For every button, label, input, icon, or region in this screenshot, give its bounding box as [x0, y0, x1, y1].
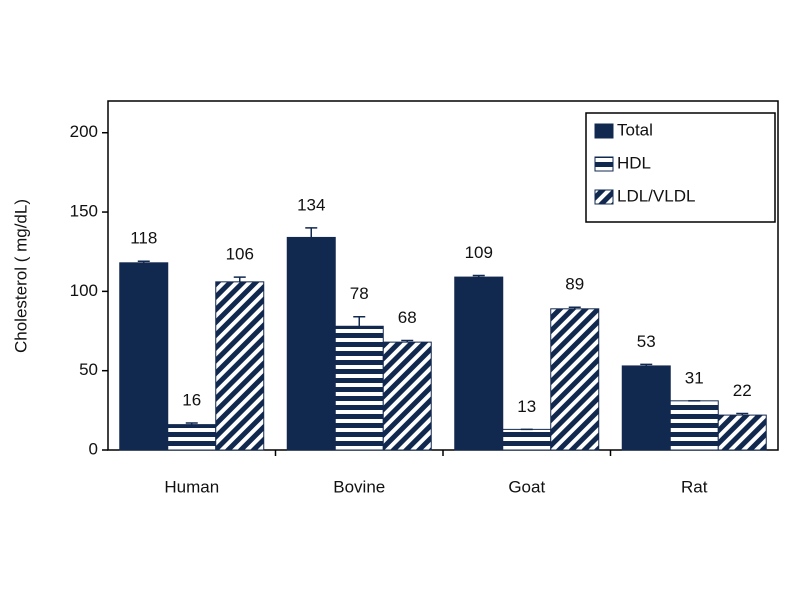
- y-tick-label: 150: [70, 202, 98, 221]
- y-axis-label: Cholesterol ( mg/dL): [11, 199, 30, 353]
- value-label: 22: [733, 381, 752, 400]
- value-label: 109: [465, 243, 493, 262]
- error-bar: [472, 274, 485, 278]
- value-label: 89: [565, 275, 584, 294]
- value-label: 118: [130, 229, 157, 248]
- value-label: 53: [637, 332, 656, 351]
- value-label: 16: [182, 391, 201, 410]
- error-bar: [305, 227, 318, 238]
- bar: [502, 428, 552, 451]
- value-label: 13: [517, 397, 536, 416]
- error-bar: [736, 412, 749, 416]
- bar: [334, 325, 384, 451]
- error-bar: [640, 363, 653, 366]
- bar: [167, 424, 217, 451]
- bar: [717, 414, 767, 451]
- legend-swatch: [594, 123, 614, 139]
- x-tick-label: Bovine: [333, 477, 385, 496]
- legend-swatch: [594, 156, 614, 172]
- bar: [382, 341, 432, 451]
- x-tick-label: Goat: [508, 477, 545, 496]
- bar: [669, 400, 719, 451]
- legend-swatch: [594, 189, 614, 205]
- error-bar: [185, 422, 198, 425]
- bar: [550, 308, 600, 451]
- value-label: 134: [297, 195, 325, 214]
- error-bar: [568, 306, 581, 309]
- bar: [215, 281, 265, 451]
- legend-label: Total: [617, 120, 653, 139]
- value-label: 78: [350, 284, 369, 303]
- legend-label: LDL/VLDL: [617, 186, 695, 205]
- x-tick-label: Human: [164, 477, 219, 496]
- error-bar: [353, 315, 366, 327]
- bar: [454, 276, 504, 451]
- legend-label: HDL: [617, 153, 651, 172]
- bar: [286, 236, 336, 451]
- bar: [119, 262, 169, 451]
- y-tick-label: 100: [70, 281, 98, 300]
- error-bar: [137, 260, 150, 263]
- x-tick-label: Rat: [681, 477, 708, 496]
- value-label: 106: [226, 245, 254, 264]
- y-tick-label: 200: [70, 122, 98, 141]
- y-tick-label: 0: [89, 439, 98, 458]
- value-label: 68: [398, 308, 417, 327]
- legend-box: [585, 112, 776, 223]
- value-label: 31: [685, 368, 704, 387]
- error-bar: [401, 339, 414, 343]
- error-bar: [233, 276, 246, 282]
- bar: [621, 365, 671, 451]
- y-tick-label: 50: [79, 360, 98, 379]
